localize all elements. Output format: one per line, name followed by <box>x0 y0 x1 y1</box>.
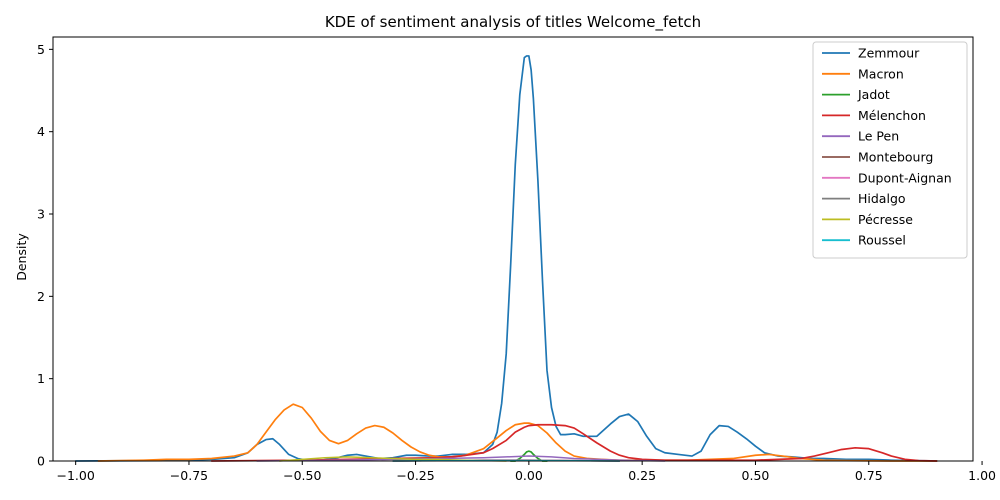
legend-entry: Dupont-Aignan <box>858 170 952 185</box>
x-tick-label: 0.00 <box>515 468 543 483</box>
x-tick-label: 0.75 <box>855 468 883 483</box>
legend-entry: Macron <box>858 66 904 81</box>
y-axis-label: Density <box>14 233 29 281</box>
legend-entry: Hidalgo <box>858 191 906 206</box>
legend-entry: Le Pen <box>858 129 899 144</box>
y-tick-label: 0 <box>37 454 45 469</box>
x-tick-label: 0.25 <box>628 468 656 483</box>
y-axis-ticks: 0 1 2 3 4 5 <box>37 42 53 469</box>
x-tick-label: −0.25 <box>396 468 434 483</box>
x-axis-ticks: −1.00 −0.75 −0.50 −0.25 0.00 0.25 0.50 0.75 1.00 <box>57 461 996 483</box>
legend-entry: Roussel <box>858 233 906 248</box>
legend-entry: Montebourg <box>858 150 933 165</box>
y-tick-label: 1 <box>37 371 45 386</box>
x-tick-label: −0.50 <box>283 468 321 483</box>
legend-entry: Pécresse <box>858 212 913 227</box>
x-tick-label: −1.00 <box>57 468 95 483</box>
chart-title: KDE of sentiment analysis of titles Welc… <box>325 13 701 32</box>
x-tick-label: 1.00 <box>968 468 996 483</box>
x-tick-label: 0.50 <box>742 468 770 483</box>
legend-entry: Jadot <box>857 87 890 102</box>
series-line-le-pen <box>256 455 666 462</box>
legend: Zemmour Macron Jadot Mélenchon Le Pen Montebo… <box>812 41 968 259</box>
legend-entry: Zemmour <box>858 46 920 61</box>
x-tick-label: −0.75 <box>170 468 208 483</box>
legend-entry: Mélenchon <box>858 108 926 123</box>
y-tick-label: 2 <box>37 289 45 304</box>
axes-frame <box>52 36 974 462</box>
y-tick-label: 5 <box>37 42 45 57</box>
series-line-m-lenchon <box>210 423 938 462</box>
y-tick-label: 3 <box>37 207 45 222</box>
legend-box <box>812 41 968 259</box>
series-line-jadot <box>509 450 548 462</box>
y-tick-label: 4 <box>37 124 45 139</box>
